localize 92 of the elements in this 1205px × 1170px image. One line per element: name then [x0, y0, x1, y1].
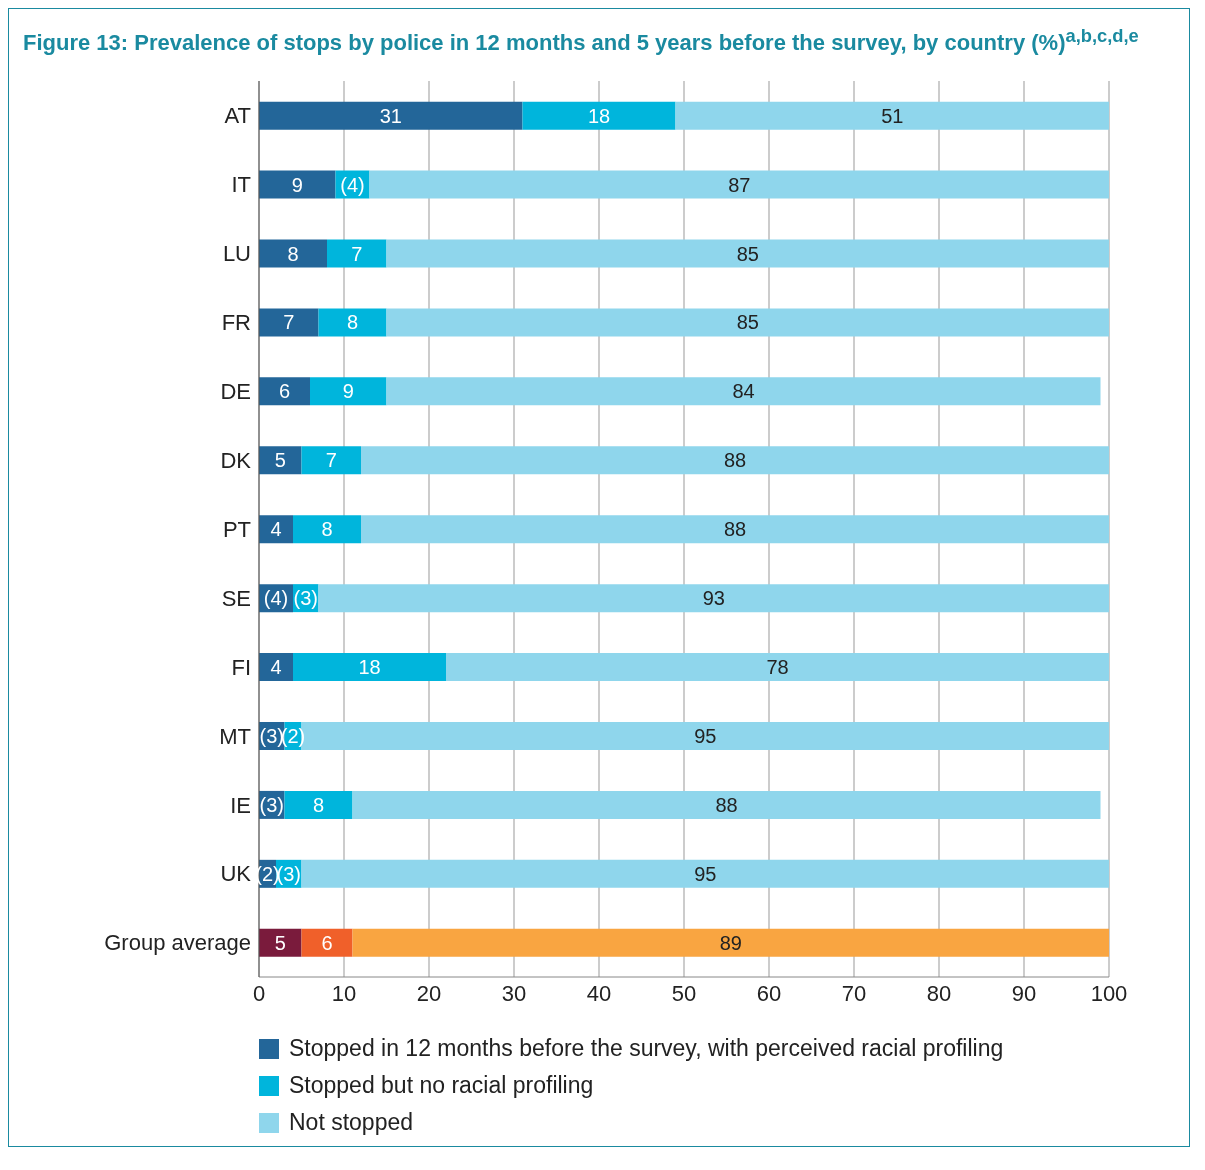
bar [522, 102, 676, 131]
data-label: 7 [325, 449, 337, 472]
y-tick-label: DE [220, 379, 251, 405]
y-tick-label: FI [231, 654, 251, 680]
data-label: 31 [379, 105, 402, 128]
data-label: 8 [346, 311, 359, 334]
bar [284, 791, 353, 820]
data-label: 88 [723, 449, 747, 472]
bar [293, 515, 361, 544]
bar [352, 929, 1109, 958]
data-label: 8 [312, 794, 325, 817]
data-label: 9 [342, 380, 354, 403]
x-tick-label: 20 [416, 980, 442, 1006]
y-tick-label: LU [222, 241, 251, 267]
x-tick-label: 0 [252, 980, 266, 1006]
x-tick-label: 70 [841, 980, 867, 1006]
y-tick-label: PT [222, 517, 251, 543]
data-label: (3) [259, 725, 284, 748]
data-label: 5 [274, 932, 286, 955]
data-label: 6 [278, 380, 291, 403]
bar [675, 102, 1109, 131]
bar [259, 170, 336, 199]
data-label: 89 [719, 932, 742, 955]
data-label: (4) [263, 587, 289, 610]
bar [369, 170, 1109, 199]
bar [386, 308, 1109, 337]
data-label: 51 [881, 105, 904, 128]
x-tick-label: 100 [1090, 980, 1128, 1006]
data-label: (3) [293, 587, 318, 610]
bar [386, 239, 1109, 268]
data-label: 93 [702, 587, 725, 610]
bar [310, 377, 387, 406]
x-tick-label: 50 [671, 980, 697, 1006]
data-label: 78 [766, 656, 789, 679]
bar [361, 515, 1109, 544]
x-tick-label: 80 [926, 980, 952, 1006]
bar [259, 929, 302, 958]
bar [259, 308, 319, 337]
data-label: 85 [736, 242, 759, 265]
bar [361, 446, 1109, 475]
data-label: 7 [351, 242, 363, 265]
bar [259, 239, 327, 268]
y-tick-label: IT [231, 172, 251, 198]
bar [259, 102, 523, 131]
data-label: 85 [736, 311, 759, 334]
data-label: 4 [270, 518, 282, 541]
y-tick-label: IE [230, 792, 251, 818]
bar [386, 377, 1101, 406]
data-label: 8 [287, 242, 299, 265]
data-label: 95 [694, 863, 717, 886]
y-tick-label: Group average [104, 930, 251, 956]
bar [446, 653, 1109, 682]
y-tick-label: UK [220, 861, 252, 887]
bar [259, 377, 310, 406]
legend-label: Stopped but no racial profiling [289, 1071, 594, 1101]
data-label: 7 [283, 311, 295, 334]
legend-label: Stopped in 12 months before the survey, with perceived racial profiling [289, 1034, 1004, 1064]
bar [301, 929, 353, 958]
data-label: (4) [340, 173, 365, 196]
y-tick-label: FR [221, 310, 251, 336]
data-label: 84 [732, 380, 755, 403]
data-label: 88 [723, 518, 747, 541]
x-tick-label: 90 [1011, 980, 1037, 1006]
bar [327, 239, 387, 268]
y-tick-label: AT [224, 103, 251, 129]
bar [318, 308, 387, 337]
bar [301, 860, 1109, 889]
bar [293, 653, 446, 682]
data-label: 9 [291, 173, 303, 196]
data-label: 18 [587, 105, 611, 128]
data-label: 6 [321, 932, 333, 955]
data-label: 5 [274, 449, 286, 472]
y-tick-label: SE [221, 586, 251, 612]
bar [259, 446, 302, 475]
x-tick-label: 60 [756, 980, 782, 1006]
legend-label: Not stopped [289, 1108, 414, 1138]
x-tick-label: 40 [586, 980, 612, 1006]
y-tick-label: DK [220, 448, 252, 474]
bar [318, 584, 1109, 613]
bar [352, 791, 1101, 820]
bar [301, 446, 361, 475]
data-label: 8 [321, 518, 333, 541]
data-label: 4 [270, 656, 282, 679]
chart-title: Figure 13: Prevalence of stops by police in 12 months and 5 years before the survey, by country (%)$^{a,b,c,d,e}$ [22, 24, 1140, 58]
y-tick-label: MT [219, 723, 251, 749]
data-label: 18 [358, 656, 381, 679]
data-label: 88 [715, 794, 738, 817]
data-label: (3) [259, 794, 284, 817]
data-label: 95 [694, 725, 717, 748]
x-tick-label: 30 [501, 980, 527, 1006]
data-label: 87 [728, 173, 751, 196]
x-tick-label: 10 [331, 980, 357, 1006]
